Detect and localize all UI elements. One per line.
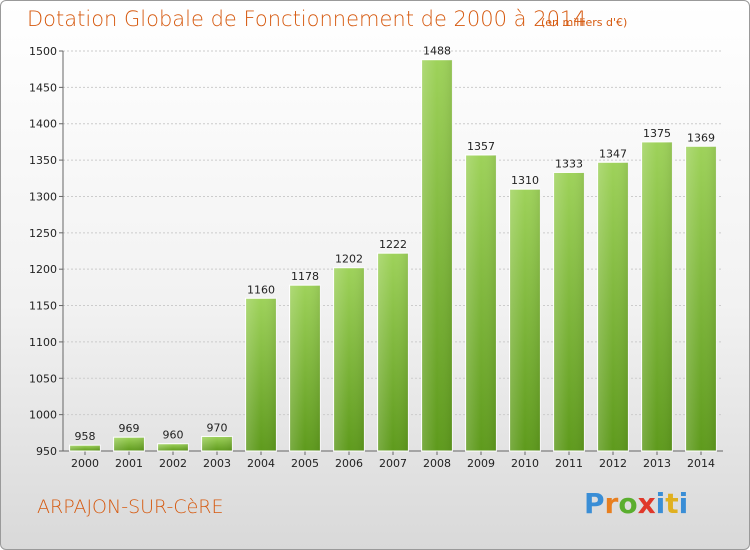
y-tick-label: 1100 xyxy=(29,336,57,349)
commune-name: ARPAJON-SUR-CèRE xyxy=(37,496,224,518)
data-label: 1178 xyxy=(291,270,319,283)
x-tick-label: 2008 xyxy=(423,457,451,470)
bar-shine xyxy=(245,298,277,451)
bar-shine xyxy=(465,155,497,451)
x-tick-label: 2009 xyxy=(467,457,495,470)
y-tick-label: 1500 xyxy=(29,45,57,58)
data-label: 969 xyxy=(119,422,140,435)
y-tick-label: 1150 xyxy=(29,300,57,313)
data-label: 1488 xyxy=(423,45,451,58)
x-tick-label: 2003 xyxy=(203,457,231,470)
data-label: 960 xyxy=(163,429,184,442)
data-label: 1202 xyxy=(335,253,363,266)
logo-letter: i xyxy=(655,487,666,520)
y-tick-label: 1400 xyxy=(29,118,57,131)
logo-letter: o xyxy=(618,487,638,520)
data-label: 1333 xyxy=(555,157,583,170)
x-tick-label: 2013 xyxy=(643,457,671,470)
x-tick-label: 2004 xyxy=(247,457,275,470)
data-label: 1160 xyxy=(247,283,275,296)
data-label: 1222 xyxy=(379,238,407,251)
x-tick-label: 2001 xyxy=(115,457,143,470)
x-tick-label: 2000 xyxy=(71,457,99,470)
data-label: 1310 xyxy=(511,174,539,187)
bar-shine xyxy=(289,285,321,451)
x-tick-label: 2002 xyxy=(159,457,187,470)
bar-shine xyxy=(69,445,101,451)
x-tick-label: 2014 xyxy=(687,457,715,470)
bar-shine xyxy=(377,253,409,451)
x-tick-label: 2005 xyxy=(291,457,319,470)
bar-shine xyxy=(553,172,585,452)
y-tick-label: 1000 xyxy=(29,409,57,422)
data-label: 970 xyxy=(207,421,228,434)
bar-shine xyxy=(509,189,541,451)
bar-shine xyxy=(641,141,673,451)
x-tick-label: 2007 xyxy=(379,457,407,470)
x-tick-label: 2006 xyxy=(335,457,363,470)
chart-unit: (en milliers d'€) xyxy=(541,16,628,29)
data-label: 958 xyxy=(75,430,96,443)
bar-shine xyxy=(333,267,365,451)
logo-letter: i xyxy=(678,487,689,520)
data-label: 1369 xyxy=(687,131,715,144)
proxiti-logo[interactable]: Proxiti xyxy=(584,487,688,520)
bar-shine xyxy=(685,146,717,452)
bar-shine xyxy=(421,59,453,452)
data-label: 1375 xyxy=(643,127,671,140)
bar-shine xyxy=(113,437,145,451)
y-tick-label: 1250 xyxy=(29,227,57,240)
y-tick-label: 1200 xyxy=(29,263,57,276)
bar-chart: 950 1000 1050 1100 1150 1200 1250 1300 1350 1400 1… xyxy=(29,45,723,470)
logo-letter: x xyxy=(637,487,656,520)
logo-letter: P xyxy=(584,487,605,520)
y-tick-label: 1300 xyxy=(29,190,57,203)
bar-shine xyxy=(201,436,233,451)
x-tick-label: 2011 xyxy=(555,457,583,470)
chart-title: Dotation Globale de Fonctionnement de 20… xyxy=(27,7,587,31)
y-tick-label: 1050 xyxy=(29,372,57,385)
x-tick-label: 2010 xyxy=(511,457,539,470)
bar-shine xyxy=(157,443,189,451)
y-tick-label: 1350 xyxy=(29,154,57,167)
bar-shine xyxy=(597,162,629,452)
data-label: 1357 xyxy=(467,140,495,153)
y-tick-label: 1450 xyxy=(29,81,57,94)
logo-letter: r xyxy=(604,487,619,520)
x-tick-label: 2012 xyxy=(599,457,627,470)
data-label: 1347 xyxy=(599,147,627,160)
y-tick-label: 950 xyxy=(36,445,57,458)
logo-letter: t xyxy=(665,487,679,520)
